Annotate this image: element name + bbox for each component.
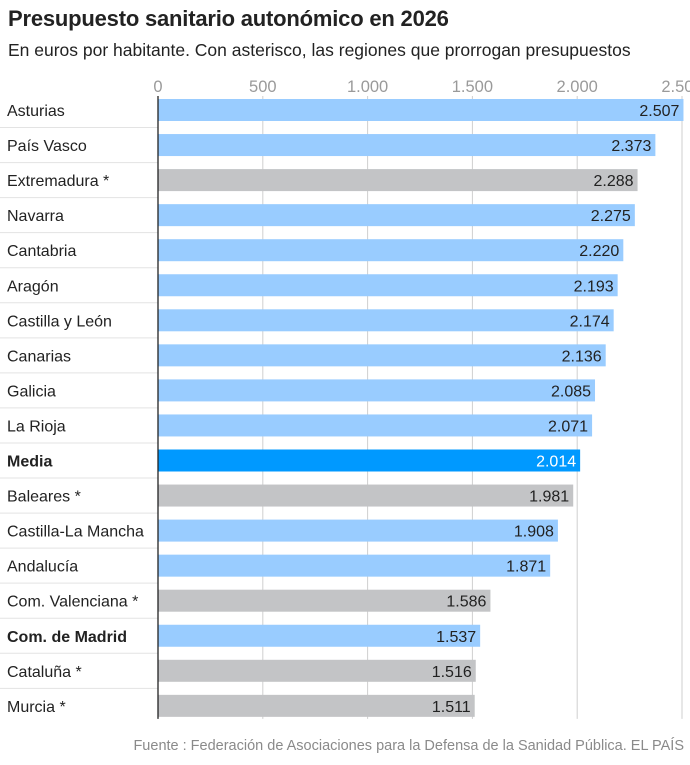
category-label: Cantabria	[7, 243, 76, 260]
x-tick-label: 1.000	[347, 78, 388, 96]
category-label: Canarias	[7, 348, 71, 365]
value-label: 1.516	[432, 664, 472, 681]
x-tick-label: 1.500	[452, 78, 493, 96]
category-label: Cataluña *	[7, 664, 82, 681]
x-tick-label: 0	[153, 78, 162, 96]
bar-extended	[158, 694, 475, 717]
bar-normal	[158, 414, 593, 437]
value-label: 2.085	[551, 383, 591, 400]
category-label: Galicia	[7, 383, 56, 400]
bar-normal	[158, 519, 558, 542]
bar-extended	[158, 659, 476, 682]
bar-normal	[158, 239, 624, 262]
x-tick-label: 2.500	[661, 78, 690, 96]
bar-normal	[158, 99, 684, 121]
bar-normal	[158, 204, 635, 227]
value-label: 1.871	[506, 559, 546, 576]
category-label: Baleares *	[7, 489, 81, 506]
category-label: Navarra	[7, 208, 64, 225]
bar-chart: 0 500 1.000 1.500 2.000 2.500 Asturias 2.507 Paí…	[0, 78, 690, 719]
value-label: 1.981	[529, 489, 569, 506]
bar-extended	[158, 589, 491, 612]
category-label: Castilla y León	[7, 313, 112, 330]
category-label: Extremadura *	[7, 173, 109, 190]
bar-normal	[158, 274, 618, 297]
value-label: 1.586	[446, 594, 486, 611]
value-label: 2.014	[536, 454, 576, 471]
value-label: 2.507	[639, 103, 679, 120]
value-label: 2.071	[548, 418, 588, 435]
category-label: Aragón	[7, 278, 59, 295]
category-label: La Rioja	[7, 418, 66, 435]
value-label: 2.193	[574, 278, 614, 295]
category-label: Com. Valenciana *	[7, 594, 138, 611]
source-note: Fuente : Federación de Asociaciones para…	[133, 738, 684, 754]
value-label: 2.288	[594, 173, 634, 190]
value-label: 1.537	[436, 629, 476, 646]
value-label: 2.174	[570, 313, 610, 330]
category-label: Com. de Madrid	[7, 629, 127, 646]
bar-average	[158, 449, 581, 472]
bar-normal	[158, 379, 596, 402]
page-subtitle: En euros por habitante. Con asterisco, l…	[8, 40, 631, 60]
bar-normal	[158, 309, 614, 332]
page-title: Presupuesto sanitario autonómico en 2026	[8, 6, 449, 31]
category-label: Andalucía	[7, 559, 78, 576]
x-tick-label: 500	[249, 78, 277, 96]
bar-normal	[158, 134, 656, 157]
bar-extended	[158, 484, 574, 507]
category-label: Media	[7, 454, 52, 471]
value-label: 1.908	[514, 524, 554, 541]
x-tick-label: 2.000	[557, 78, 598, 96]
bar-extended	[158, 169, 638, 192]
value-label: 2.220	[579, 243, 619, 260]
bar-normal	[158, 554, 551, 577]
value-label: 2.373	[611, 138, 651, 155]
value-label: 2.275	[591, 208, 631, 225]
bar-normal	[158, 344, 606, 367]
category-label: Castilla-La Mancha	[7, 524, 144, 541]
category-label: Asturias	[7, 103, 65, 120]
value-label: 2.136	[562, 348, 602, 365]
value-label: 1.511	[432, 699, 471, 716]
category-label: País Vasco	[7, 138, 87, 155]
category-label: Murcia *	[7, 699, 66, 716]
bar-normal	[158, 624, 481, 647]
